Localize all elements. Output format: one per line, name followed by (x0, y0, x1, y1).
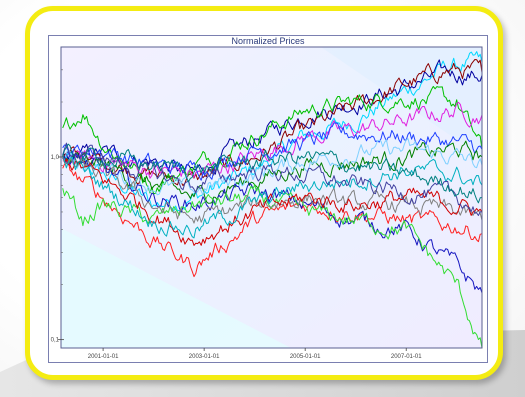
y-tick-label: 1,0 (51, 155, 60, 161)
series-line (62, 59, 483, 178)
plot-band (211, 47, 482, 157)
y-tick-label: 0,1 (51, 338, 60, 344)
series-line (62, 142, 483, 216)
x-tick-label: 2001-01-01 (88, 354, 119, 360)
axes: 2001-01-01 2003-01-01 2005-01-01 2007-01-01… (51, 46, 483, 360)
series-line (62, 153, 483, 294)
series-line (62, 184, 483, 349)
series-line (62, 101, 483, 179)
x-tick-label: 2005-01-01 (290, 354, 321, 360)
series-line (62, 143, 483, 204)
x-tick-label: 2003-01-01 (189, 354, 220, 360)
plot-area (61, 47, 483, 349)
plot-band (61, 228, 291, 348)
series-line (62, 138, 483, 196)
series-line (62, 159, 483, 278)
series-line (62, 122, 483, 181)
chart: Normalized Prices 2001-01-01 2003-01-01 20… (48, 35, 488, 363)
chart-title: Normalized Prices (231, 36, 305, 46)
chart-svg: Normalized Prices 2001-01-01 2003-01-01 20… (48, 35, 488, 363)
series-line (62, 154, 483, 239)
x-tick-label: 2007-01-01 (391, 354, 422, 360)
series-line (62, 59, 483, 187)
series-line (62, 85, 483, 195)
chart-frame: Normalized Prices 2001-01-01 2003-01-01 20… (25, 6, 503, 380)
